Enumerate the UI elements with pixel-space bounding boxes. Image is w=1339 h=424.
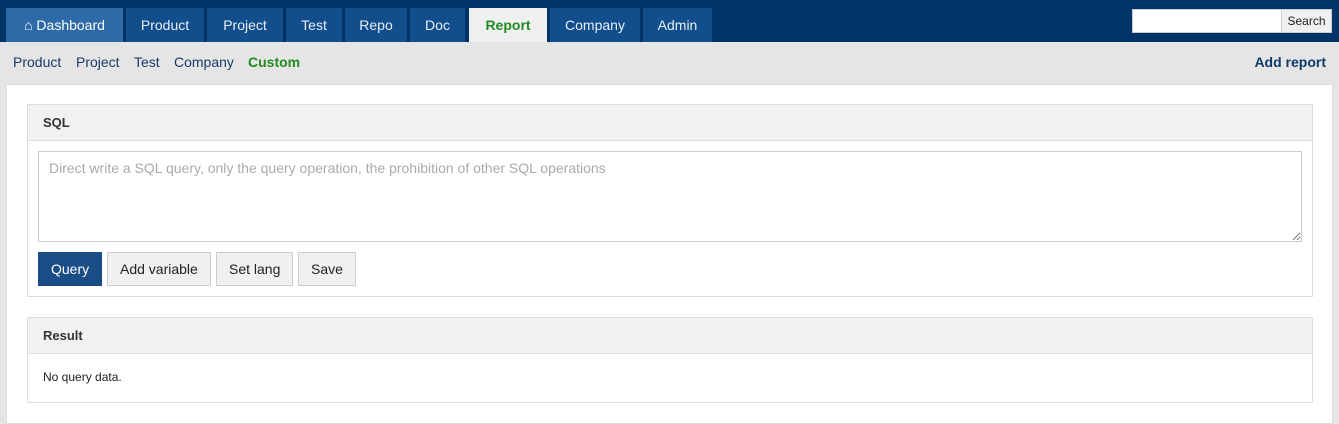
subnav-project[interactable]: Project xyxy=(76,54,120,70)
tab-doc[interactable]: Doc xyxy=(410,8,465,42)
sub-nav: Product Project Test Company Custom Add … xyxy=(0,42,1339,82)
sql-panel-title: SQL xyxy=(28,105,1312,141)
tab-repo[interactable]: Repo xyxy=(345,8,407,42)
result-panel: Result No query data. xyxy=(27,317,1313,403)
add-variable-button[interactable]: Add variable xyxy=(107,252,211,286)
search-button[interactable]: Search xyxy=(1281,9,1332,33)
query-button[interactable]: Query xyxy=(38,252,103,286)
home-icon: ⌂ xyxy=(24,17,33,33)
tab-test[interactable]: Test xyxy=(286,8,342,42)
subnav-custom[interactable]: Custom xyxy=(248,54,301,70)
set-lang-button[interactable]: Set lang xyxy=(216,252,294,286)
tab-company[interactable]: Company xyxy=(550,8,640,42)
tab-project[interactable]: Project xyxy=(207,8,283,42)
sql-query-input[interactable] xyxy=(38,151,1302,242)
main-content: SQL Query Add variable Set lang Save Res… xyxy=(6,84,1333,424)
sql-panel: SQL Query Add variable Set lang Save xyxy=(27,104,1313,297)
add-report-link[interactable]: Add report xyxy=(1254,54,1326,70)
save-button[interactable]: Save xyxy=(298,252,356,286)
search-input[interactable] xyxy=(1132,9,1282,33)
tab-admin[interactable]: Admin xyxy=(643,8,712,42)
subnav-product[interactable]: Product xyxy=(13,54,62,70)
tab-dashboard[interactable]: ⌂ Dashboard xyxy=(6,8,123,42)
subnav-company[interactable]: Company xyxy=(174,54,234,70)
result-panel-title: Result xyxy=(28,318,1312,354)
tab-report[interactable]: Report xyxy=(469,8,547,42)
top-nav: ⌂ Dashboard Product Project Test Repo Do… xyxy=(0,0,1339,42)
result-message: No query data. xyxy=(43,370,122,384)
tab-product[interactable]: Product xyxy=(126,8,204,42)
subnav-test[interactable]: Test xyxy=(134,54,160,70)
